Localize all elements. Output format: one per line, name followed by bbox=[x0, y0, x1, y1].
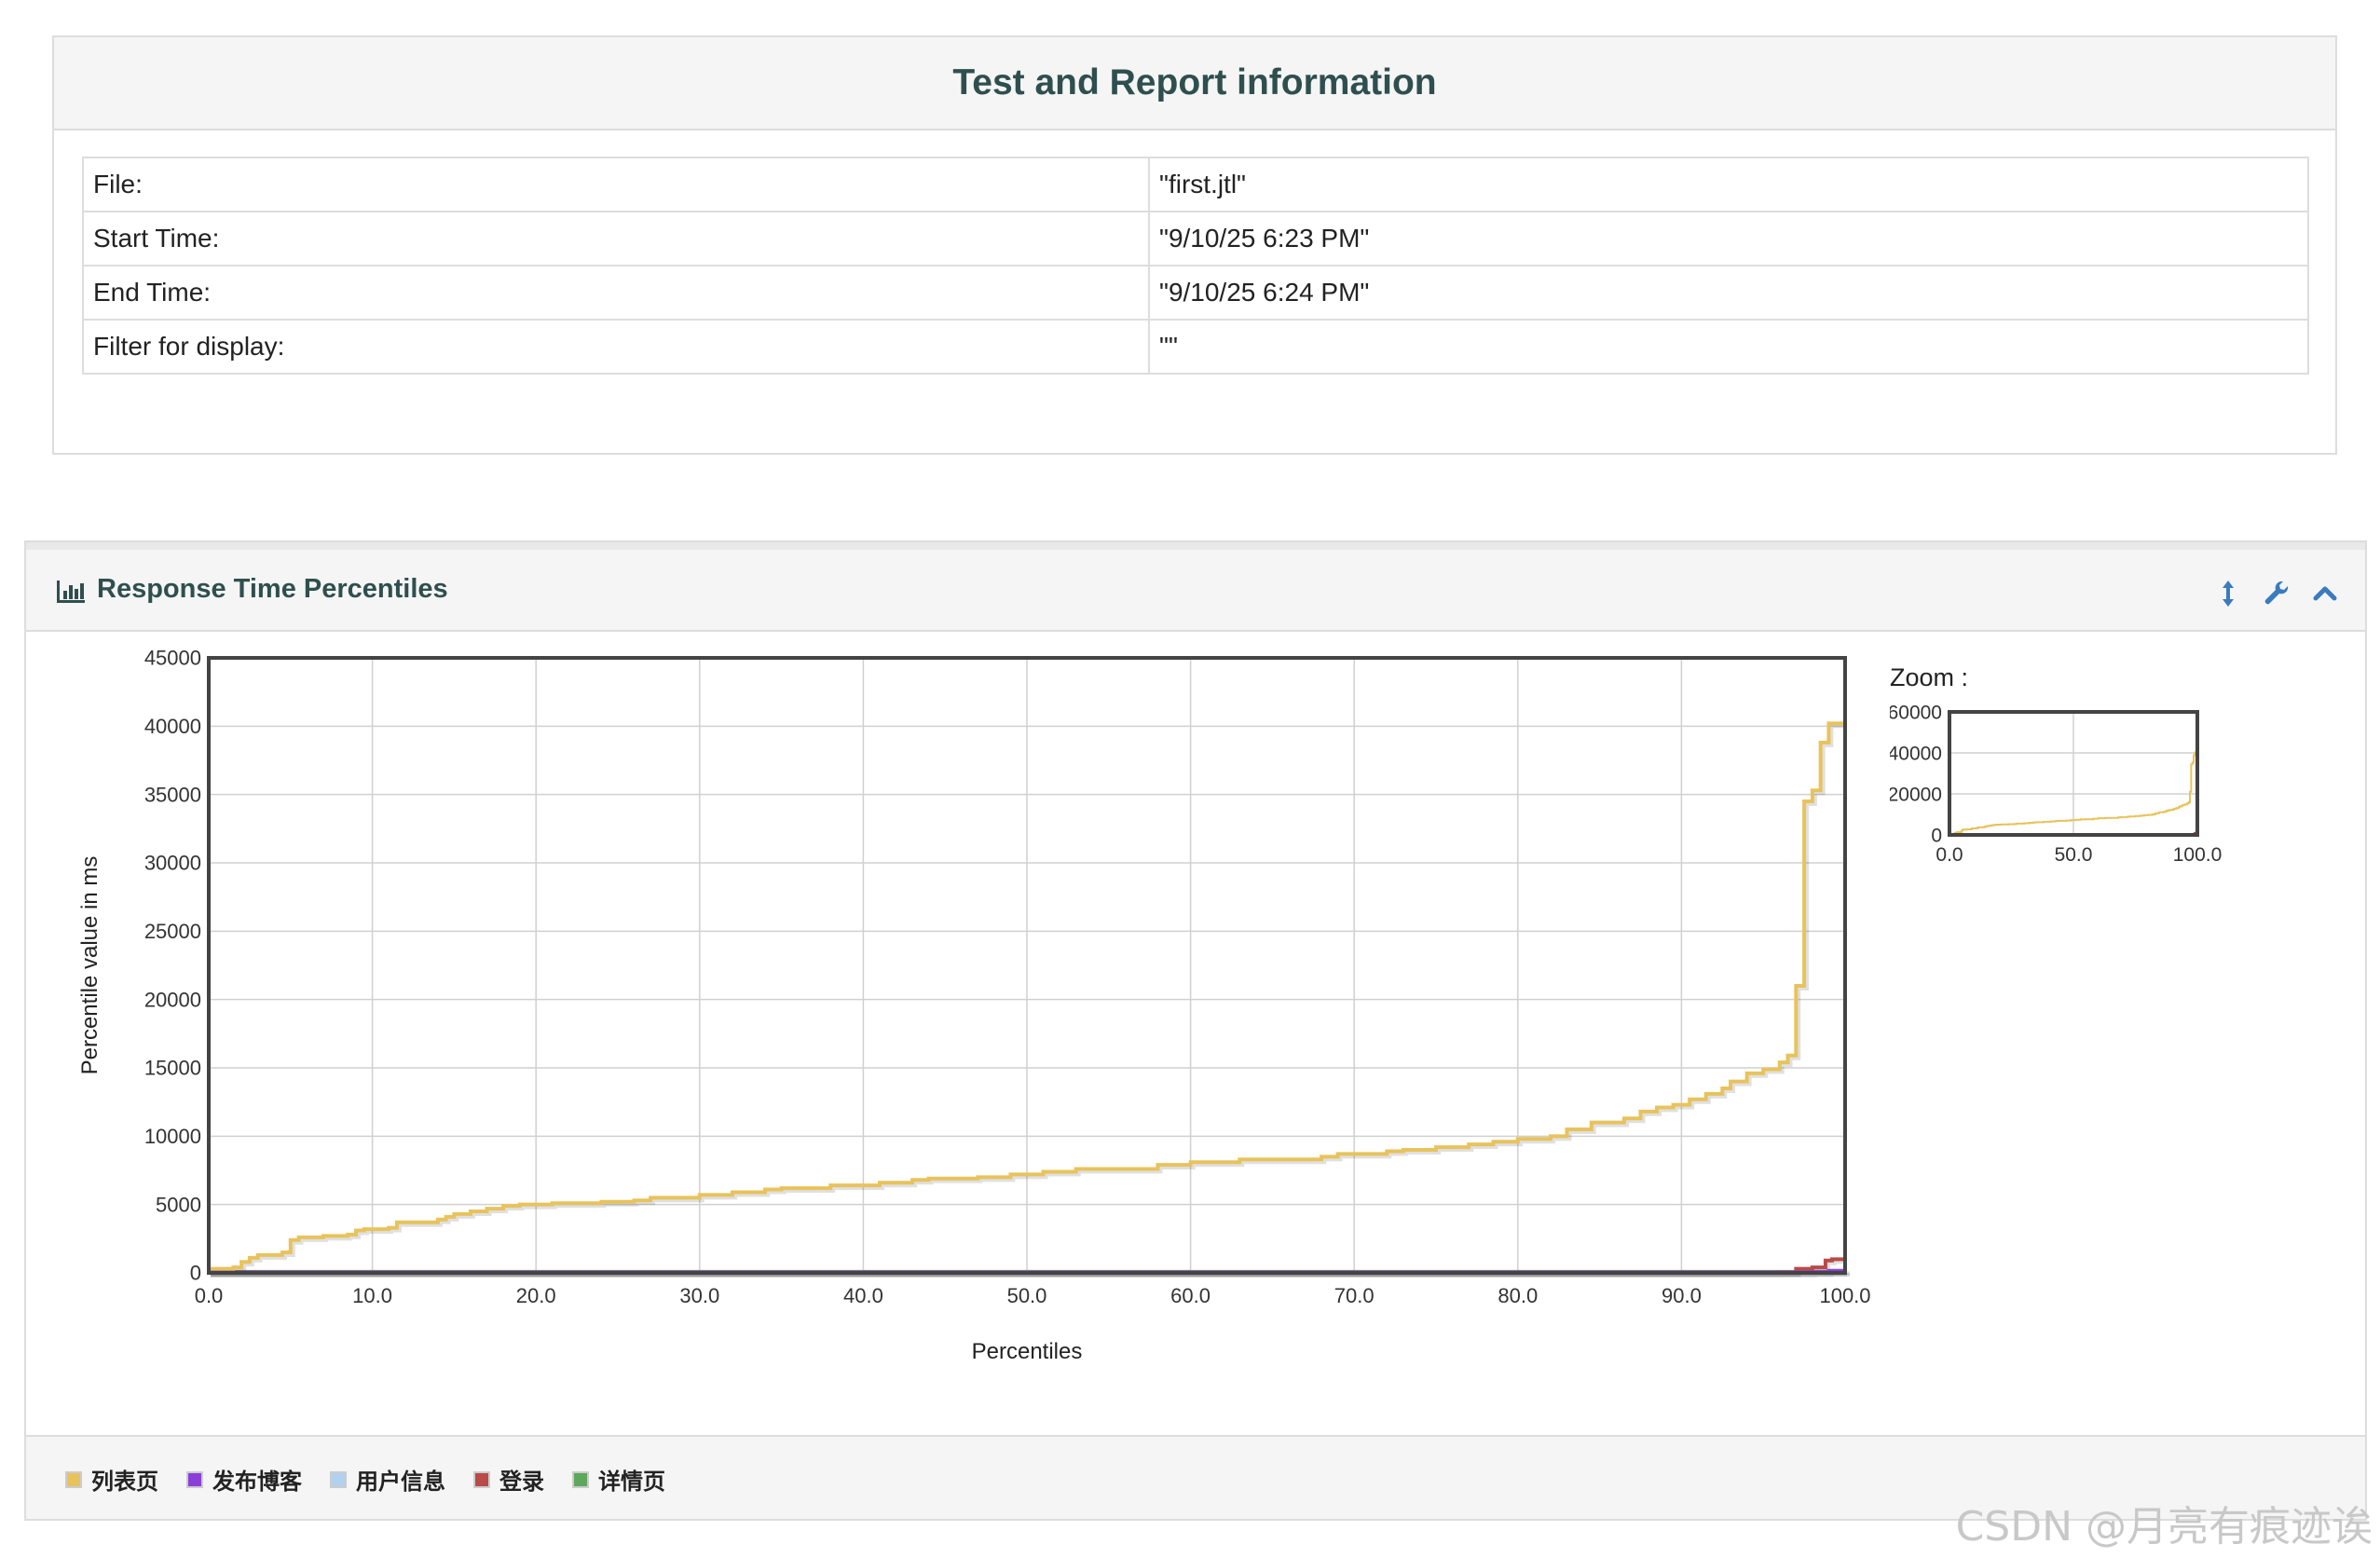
y-tick-label: 35000 bbox=[144, 783, 201, 806]
y-axis-label: Percentile value in ms bbox=[77, 856, 103, 1075]
x-tick-label: 0.0 bbox=[195, 1284, 224, 1307]
y-tick-label: 45000 bbox=[144, 647, 201, 670]
x-tick-label: 10.0 bbox=[352, 1284, 392, 1307]
legend-item[interactable]: 详情页 bbox=[572, 1463, 665, 1496]
x-tick-label: 60.0 bbox=[1170, 1284, 1211, 1307]
table-row: End Time: "9/10/25 6:24 PM" bbox=[82, 265, 2309, 321]
table-row: Filter for display: "" bbox=[82, 319, 2309, 375]
chevron-up-icon[interactable] bbox=[2309, 578, 2341, 609]
info-key: Start Time: bbox=[82, 211, 1150, 266]
chart-bar-icon bbox=[57, 581, 85, 603]
legend-item[interactable]: 用户信息 bbox=[330, 1463, 445, 1496]
legend-label: 发布博客 bbox=[212, 1469, 302, 1495]
info-key: End Time: bbox=[82, 265, 1150, 321]
legend-swatch bbox=[572, 1470, 589, 1488]
series-line-0 bbox=[209, 721, 1845, 1271]
plot-frame bbox=[207, 656, 1847, 1275]
x-tick-label: 90.0 bbox=[1662, 1284, 1702, 1307]
panel-title: Response Time Percentiles bbox=[97, 574, 448, 604]
x-tick-labels: 0.0 10.0 20.0 30.0 40.0 50.0 60.0 70.0 80.0 90.0 1… bbox=[195, 1284, 1871, 1307]
info-value: "9/10/25 6:24 PM" bbox=[1148, 265, 2309, 321]
chart-grid bbox=[209, 658, 1845, 1273]
zoom-frame bbox=[1948, 710, 2199, 837]
chart-legend: 列表页 发布博客 用户信息 登录 详情页 bbox=[65, 1463, 693, 1496]
x-tick-label: 50.0 bbox=[2055, 844, 2093, 866]
zoom-x-tick-labels: 0.0 50.0 100.0 bbox=[1935, 844, 2222, 866]
percentile-chart[interactable]: 0.0 10.0 20.0 30.0 40.0 50.0 60.0 70.0 80.0 90.0 1… bbox=[26, 632, 1890, 1433]
y-tick-label: 60000 bbox=[1890, 702, 1942, 723]
y-tick-labels: 0 5000 10000 15000 20000 25000 30000 35000 40000… bbox=[144, 647, 201, 1285]
legend-label: 登录 bbox=[499, 1469, 544, 1495]
x-axis-label: Percentiles bbox=[972, 1339, 1083, 1364]
y-tick-label: 25000 bbox=[144, 920, 201, 943]
legend-item[interactable]: 列表页 bbox=[65, 1463, 158, 1496]
info-table: File: "first.jtl" Start Time: "9/10/25 6… bbox=[82, 157, 2309, 375]
panel-header: Response Time Percentiles bbox=[26, 542, 2365, 632]
y-tick-label: 0 bbox=[190, 1262, 201, 1285]
y-tick-label: 40000 bbox=[144, 715, 201, 738]
x-tick-label: 80.0 bbox=[1498, 1284, 1538, 1307]
zoom-y-tick-labels: 0 20000 40000 60000 bbox=[1890, 702, 1942, 846]
x-tick-label: 20.0 bbox=[516, 1284, 556, 1307]
x-tick-label: 30.0 bbox=[679, 1284, 719, 1307]
wrench-icon[interactable] bbox=[2261, 578, 2292, 609]
legend-swatch bbox=[330, 1470, 347, 1488]
legend-label: 用户信息 bbox=[356, 1469, 445, 1495]
y-tick-label: 20000 bbox=[144, 988, 201, 1011]
y-tick-label: 15000 bbox=[144, 1057, 201, 1080]
test-report-info-panel: Test and Report information File: "first… bbox=[52, 35, 2337, 455]
info-value: "9/10/25 6:23 PM" bbox=[1148, 211, 2309, 266]
y-tick-label: 30000 bbox=[144, 852, 201, 875]
legend-label: 列表页 bbox=[91, 1469, 158, 1495]
watermark: CSDN @月亮有痕迹诶 bbox=[1955, 1503, 2373, 1551]
legend-swatch bbox=[65, 1470, 82, 1488]
response-time-percentiles-panel: Response Time Percentiles 0.0 10.0 20.0 30.… bbox=[24, 540, 2367, 1521]
y-tick-label: 5000 bbox=[156, 1193, 201, 1216]
info-key: Filter for display: bbox=[82, 319, 1150, 375]
x-tick-label: 50.0 bbox=[1007, 1284, 1047, 1307]
y-tick-label: 20000 bbox=[1890, 784, 1942, 805]
legend-item[interactable]: 发布博客 bbox=[186, 1463, 302, 1496]
legend-label: 详情页 bbox=[598, 1469, 665, 1495]
y-tick-label: 40000 bbox=[1890, 743, 1942, 764]
info-key: File: bbox=[82, 157, 1150, 212]
zoom-chart[interactable]: 0.0 50.0 100.0 0 20000 40000 60000 bbox=[1890, 701, 2318, 915]
x-tick-label: 100.0 bbox=[2173, 844, 2223, 866]
x-tick-label: 0.0 bbox=[1935, 844, 1963, 866]
y-tick-label: 10000 bbox=[144, 1125, 201, 1148]
info-panel-title: Test and Report information bbox=[54, 37, 2335, 130]
legend-swatch bbox=[186, 1470, 203, 1488]
x-tick-label: 70.0 bbox=[1334, 1284, 1375, 1307]
x-tick-label: 40.0 bbox=[843, 1284, 883, 1307]
zoom-grid bbox=[1949, 712, 2197, 835]
info-value: "first.jtl" bbox=[1148, 157, 2309, 212]
y-tick-label: 0 bbox=[1931, 825, 1942, 846]
x-tick-label: 100.0 bbox=[1819, 1284, 1870, 1307]
info-value: "" bbox=[1148, 319, 2309, 375]
table-row: File: "first.jtl" bbox=[82, 157, 2309, 212]
table-row: Start Time: "9/10/25 6:23 PM" bbox=[82, 211, 2309, 266]
legend-swatch bbox=[473, 1470, 490, 1488]
legend-bar: 列表页 发布博客 用户信息 登录 详情页 bbox=[26, 1435, 2365, 1519]
series-shadow bbox=[211, 722, 1847, 1274]
resize-vertical-icon[interactable] bbox=[2212, 578, 2244, 609]
zoom-label: Zoom : bbox=[1890, 663, 1969, 691]
series-line-0 bbox=[1949, 751, 2197, 836]
legend-item[interactable]: 登录 bbox=[473, 1463, 544, 1496]
